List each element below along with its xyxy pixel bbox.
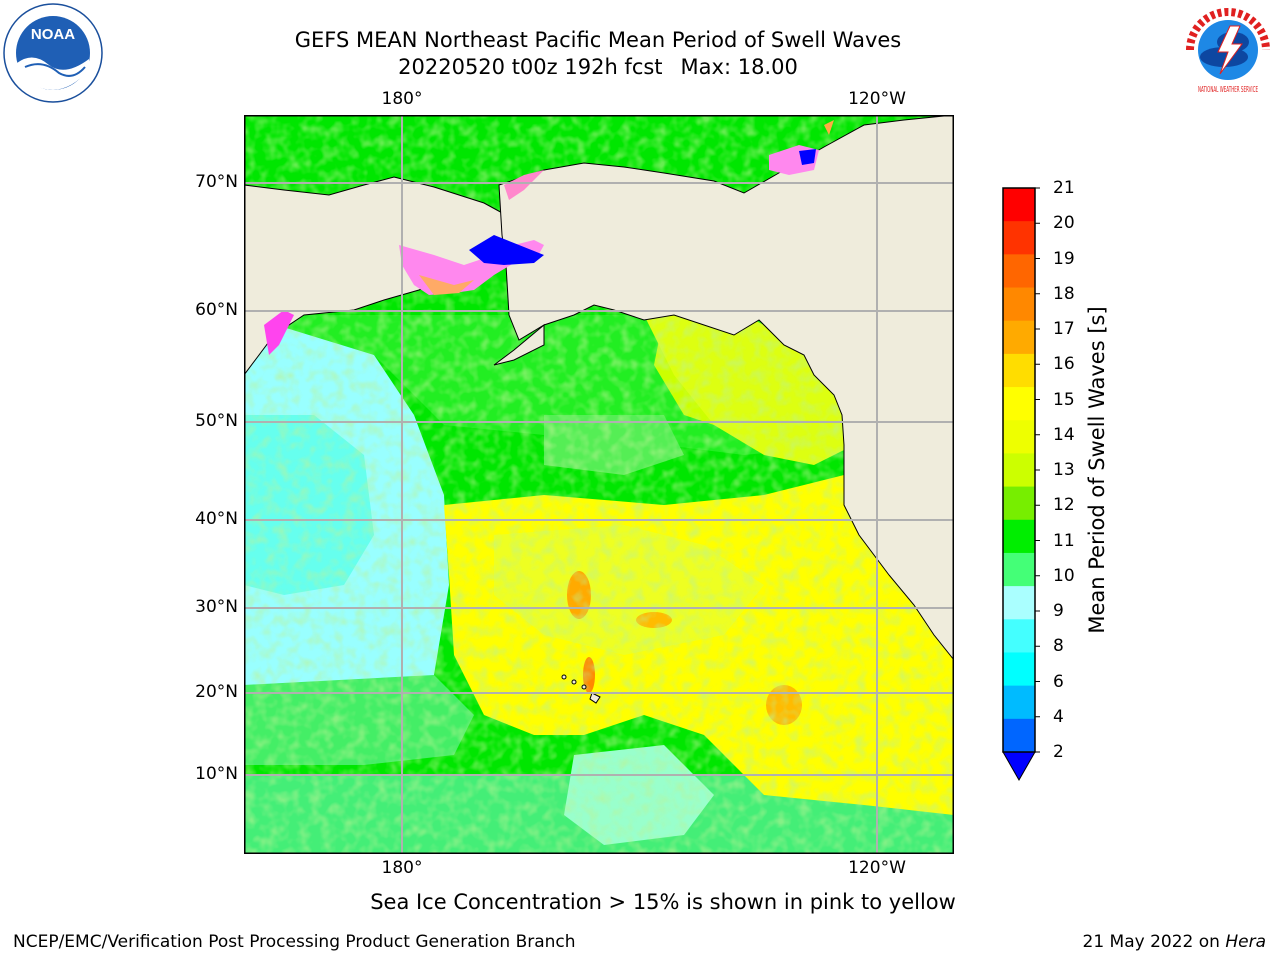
lat-label-30n: 30°N bbox=[195, 597, 238, 617]
lat-label-60n: 60°N bbox=[195, 300, 238, 320]
colorbar-cell bbox=[1003, 188, 1035, 222]
colorbar-label: Mean Period of Swell Waves [s] bbox=[1085, 306, 1109, 634]
colorbar-tick-label: 21 bbox=[1053, 178, 1075, 198]
colorbar-tick-label: 2 bbox=[1053, 742, 1064, 762]
colorbar-tick-label: 4 bbox=[1053, 706, 1064, 727]
run-date-text: 21 May 2022 on bbox=[1082, 932, 1226, 952]
colorbar-cell bbox=[1003, 552, 1035, 587]
map-title: GEFS MEAN Northeast Pacific Mean Period … bbox=[294, 28, 902, 52]
sea-ice-overlay bbox=[264, 120, 834, 355]
colorbar-cell bbox=[1003, 353, 1035, 388]
colorbar-cell bbox=[1003, 685, 1035, 720]
colorbar-tick-label: 15 bbox=[1053, 389, 1075, 410]
colorbar-cell bbox=[1003, 453, 1035, 488]
lon-label-120w-top: 120°W bbox=[848, 89, 906, 109]
colorbar-tick-label: 17 bbox=[1053, 319, 1075, 339]
map-subtitle: 20220520 t00z 192h fcst Max: 18.00 bbox=[248, 54, 948, 80]
colorbar-cell bbox=[1003, 586, 1035, 620]
lon-label-120w-bottom: 120°W bbox=[848, 858, 906, 878]
colorbar-tick-label: 19 bbox=[1053, 248, 1075, 269]
colorbar-cell bbox=[1003, 320, 1035, 355]
colorbar bbox=[1000, 185, 1040, 789]
noaa-logo-text: NOAA bbox=[31, 26, 75, 43]
colorbar-cell bbox=[1003, 387, 1035, 421]
lon-label-180-top: 180° bbox=[381, 89, 423, 109]
colorbar-cell bbox=[1003, 652, 1035, 687]
colorbar-cell bbox=[1003, 221, 1035, 255]
hawaii-islands bbox=[561, 674, 601, 704]
sea-ice-note: Sea Ice Concentration > 15% is shown in … bbox=[370, 890, 956, 914]
colorbar-tick-label: 6 bbox=[1053, 671, 1064, 692]
colorbar-cell bbox=[1003, 519, 1035, 554]
host-name: Hera bbox=[1225, 932, 1266, 952]
lat-label-20n: 20°N bbox=[195, 682, 238, 702]
lat-label-10n: 10°N bbox=[195, 764, 238, 784]
colorbar-tick-label: 16 bbox=[1053, 354, 1075, 375]
colorbar-tick-label: 14 bbox=[1053, 424, 1075, 445]
colorbar-cell bbox=[1003, 486, 1035, 521]
colorbar-tick-label: 10 bbox=[1053, 565, 1075, 586]
colorbar-tick-label: 13 bbox=[1053, 460, 1075, 480]
colorbar-tick-label: 11 bbox=[1053, 530, 1075, 551]
lon-label-180-bottom: 180° bbox=[381, 858, 423, 878]
colorbar-tick-label: 8 bbox=[1053, 636, 1064, 657]
swell-period-map[interactable] bbox=[244, 115, 954, 854]
colorbar-cell bbox=[1003, 718, 1035, 753]
colorbar-tick-label: 9 bbox=[1053, 601, 1064, 621]
colorbar-tick-label: 12 bbox=[1053, 495, 1075, 516]
graticule bbox=[244, 115, 954, 854]
lat-label-70n: 70°N bbox=[195, 172, 238, 192]
colorbar-cell bbox=[1003, 619, 1035, 653]
lat-label-50n: 50°N bbox=[195, 411, 238, 431]
nws-logo-text: NATIONAL WEATHER SERVICE bbox=[1198, 85, 1258, 94]
run-date: 21 May 2022 on Hera bbox=[1083, 932, 1267, 952]
colorbar-cell bbox=[1003, 287, 1035, 322]
colorbar-under-triangle bbox=[1002, 751, 1036, 782]
lat-label-40n: 40°N bbox=[195, 509, 238, 529]
map-frame bbox=[244, 115, 954, 854]
colorbar-tick-label: 20 bbox=[1053, 213, 1075, 234]
max-value-label: Max: 18.00 bbox=[680, 55, 798, 79]
colorbar-cell bbox=[1003, 420, 1035, 454]
credit-line: NCEP/EMC/Verification Post Processing Pr… bbox=[13, 932, 576, 952]
colorbar-tick-label: 18 bbox=[1053, 283, 1075, 304]
nws-logo: NATIONAL WEATHER SERVICE bbox=[1178, 0, 1278, 104]
forecast-date-label: 20220520 t00z 192h fcst bbox=[398, 55, 663, 79]
colorbar-cell bbox=[1003, 254, 1035, 289]
noaa-logo: NOAA bbox=[3, 3, 103, 107]
